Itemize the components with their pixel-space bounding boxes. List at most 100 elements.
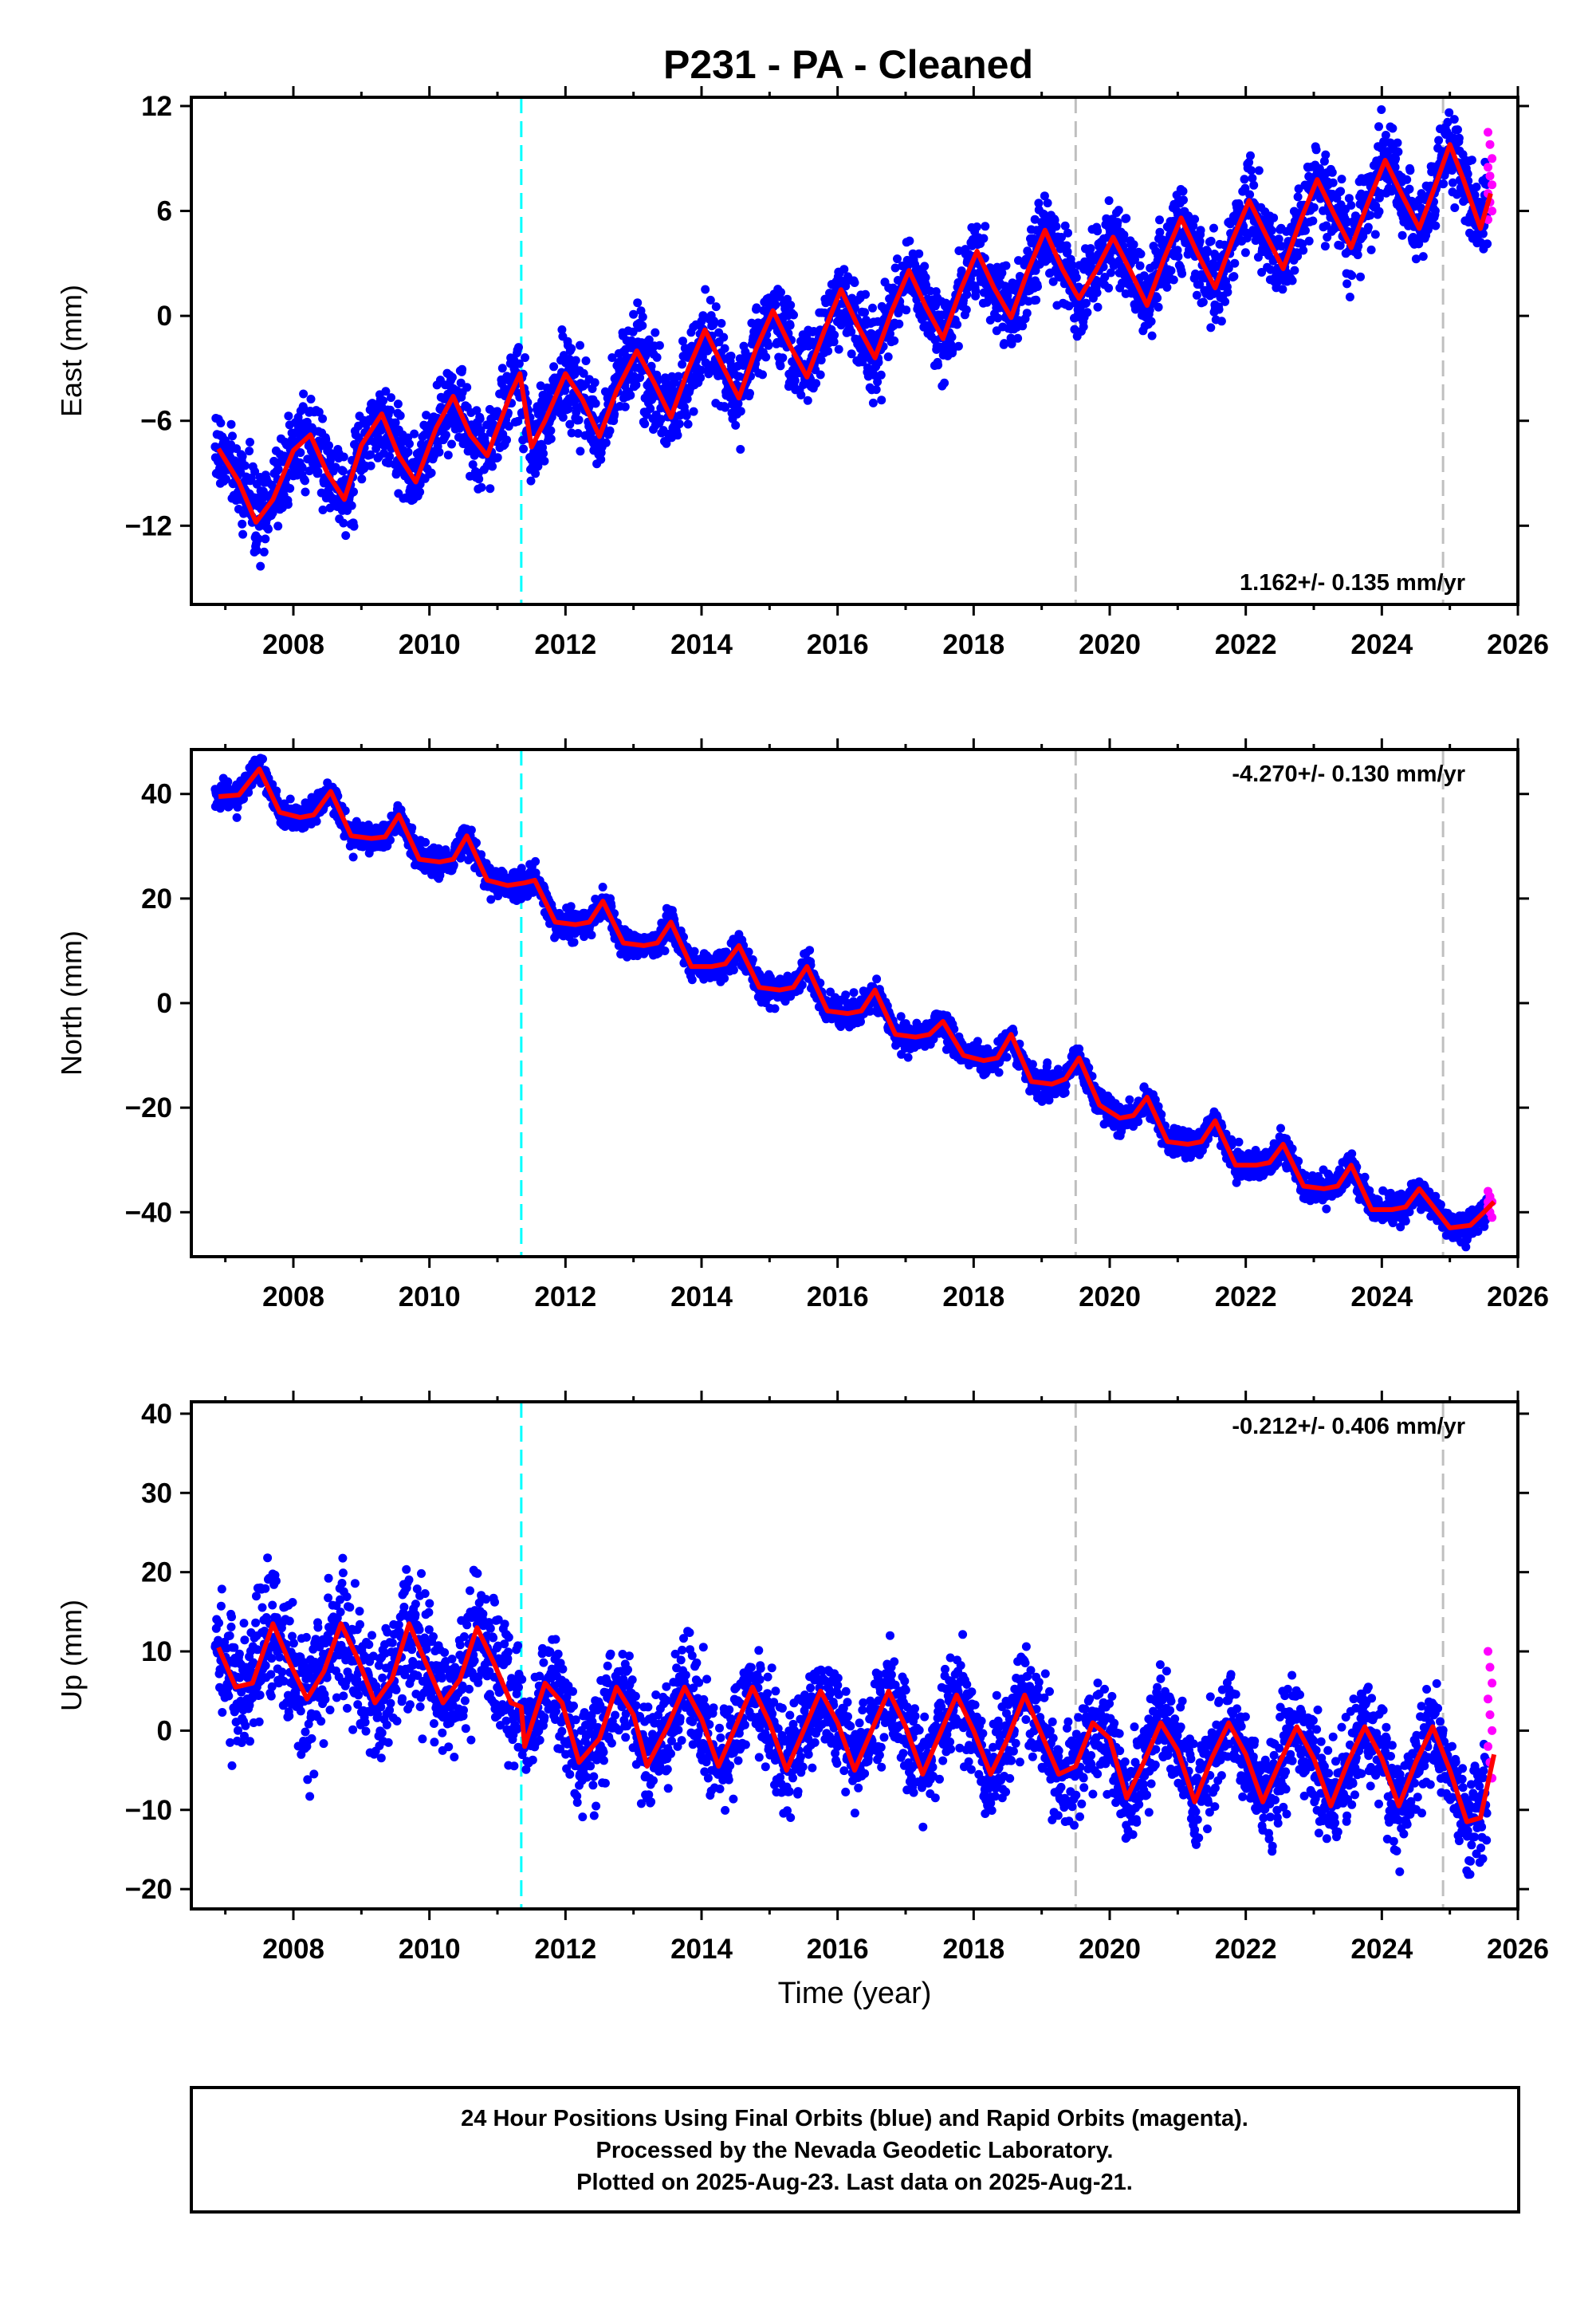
east-data-point <box>934 360 943 370</box>
east-data-point <box>868 303 877 313</box>
east-data-point <box>890 336 899 345</box>
north-data-point <box>472 838 481 848</box>
east-data-point <box>314 407 324 417</box>
east-data-point <box>905 236 914 246</box>
east-data-point <box>297 463 307 472</box>
east-data-point <box>216 419 226 427</box>
east-rate-label: 1.162+/- 0.135 mm/yr <box>1240 570 1465 596</box>
east-data-point <box>914 249 924 258</box>
east-data-point <box>1129 240 1138 250</box>
east-data-point <box>1119 230 1129 240</box>
east-data-point <box>405 439 414 449</box>
east-data-point <box>1246 151 1255 160</box>
east-data-point <box>1198 297 1208 307</box>
east-data-point <box>273 465 283 474</box>
east-data-point <box>576 447 585 456</box>
east-data-point <box>393 399 403 409</box>
east-data-point <box>366 450 375 459</box>
east-data-point <box>1439 179 1449 188</box>
east-data-point <box>1342 279 1352 289</box>
east-data-point <box>1229 272 1239 281</box>
east-data-point <box>485 484 495 494</box>
east-data-point <box>696 373 706 383</box>
east-data-point <box>678 336 687 346</box>
east-data-point <box>1274 234 1283 244</box>
east-data-point <box>868 398 878 407</box>
east-ytick-label: −6 <box>140 406 172 437</box>
east-data-point <box>1345 293 1354 301</box>
east-plot-area <box>210 97 1497 604</box>
east-data-point <box>1166 266 1176 275</box>
east-data-point <box>1032 295 1041 305</box>
east-data-point <box>601 438 611 447</box>
east-data-point <box>607 353 617 362</box>
east-data-point <box>557 325 567 334</box>
plot-title: P231 - PA - Cleaned <box>663 42 1033 87</box>
east-data-point <box>876 370 886 380</box>
east-data-point <box>961 305 971 314</box>
east-data-point <box>803 396 812 405</box>
east-data-point <box>410 429 419 439</box>
east-data-point <box>1453 125 1462 135</box>
east-data-point <box>447 372 457 382</box>
east-data-point <box>391 418 400 427</box>
east-data-point <box>1052 222 1061 231</box>
east-model-curve <box>216 142 1493 525</box>
east-data-point <box>873 377 883 387</box>
east-data-point <box>381 387 391 396</box>
east-data-point <box>1366 211 1375 220</box>
east-data-point <box>1449 115 1459 124</box>
east-data-point <box>1043 199 1052 208</box>
east-data-point <box>254 534 263 544</box>
east-data-point <box>1192 290 1201 300</box>
east-data-point <box>812 379 821 388</box>
east-data-point <box>883 352 893 361</box>
east-data-point <box>841 281 851 291</box>
east-data-point <box>633 298 643 308</box>
east-data-point <box>1374 122 1383 132</box>
east-data-point <box>1083 308 1092 317</box>
east-data-point <box>546 434 556 443</box>
east-data-point <box>240 461 250 470</box>
north-data-point <box>232 813 242 822</box>
east-data-point <box>1014 256 1023 266</box>
east-data-point <box>339 518 348 528</box>
east-data-point <box>953 320 962 329</box>
east-data-point <box>1294 184 1303 194</box>
east-data-point <box>519 444 529 454</box>
east-data-point <box>504 422 513 431</box>
east-data-point <box>1189 221 1198 230</box>
east-data-point <box>758 370 767 380</box>
east-data-point <box>468 460 478 470</box>
east-data-point <box>1240 248 1250 258</box>
east-data-point <box>830 330 839 340</box>
east-data-point <box>1467 155 1476 165</box>
east-data-point <box>1195 280 1205 289</box>
east-data-point <box>1374 207 1384 216</box>
east-data-point <box>285 484 295 493</box>
east-data-point <box>1319 156 1329 166</box>
east-data-point <box>357 474 367 484</box>
east-data-point <box>222 474 230 484</box>
east-rapid-point <box>1488 207 1497 216</box>
north-data-point <box>486 895 496 904</box>
east-data-point <box>719 333 729 342</box>
east-data-point <box>1018 321 1028 331</box>
east-data-point <box>785 321 795 330</box>
east-data-point <box>1093 226 1103 236</box>
east-ytick-label: −12 <box>125 510 172 541</box>
east-data-point <box>1224 264 1233 273</box>
north-data-point <box>566 902 576 911</box>
east-data-point <box>871 385 881 395</box>
east-data-point <box>539 449 548 458</box>
east-data-point <box>1195 237 1205 246</box>
east-data-point <box>349 521 359 531</box>
east-data-point <box>1104 283 1114 293</box>
east-data-point <box>646 404 655 413</box>
north-data-point <box>223 777 233 786</box>
east-data-point <box>1104 196 1114 206</box>
east-xtick-label: 2012 <box>534 629 596 660</box>
east-data-point <box>717 319 726 328</box>
